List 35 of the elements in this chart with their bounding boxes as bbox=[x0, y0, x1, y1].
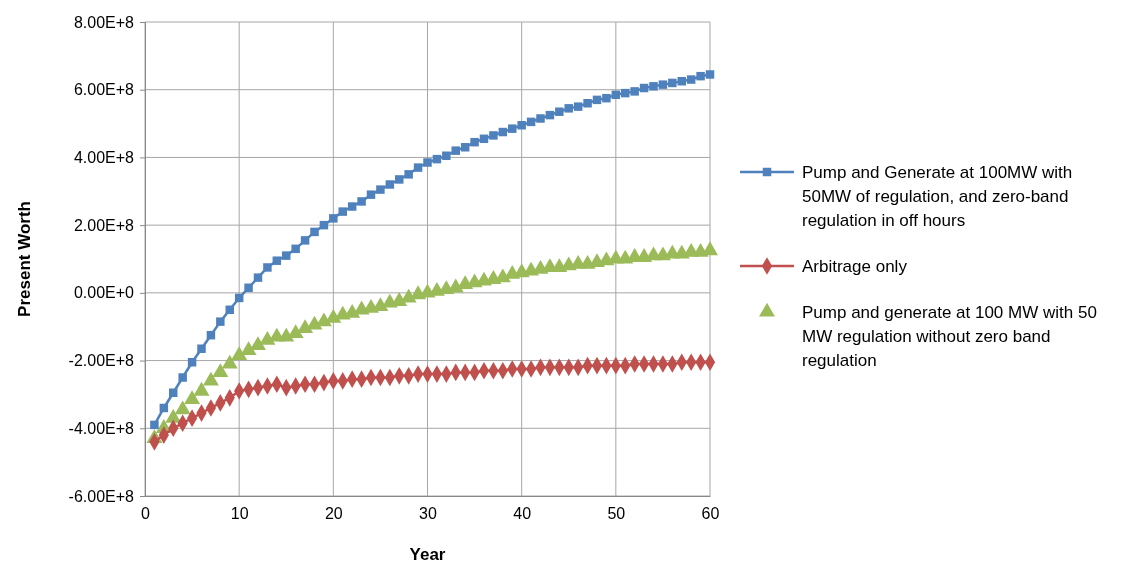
point bbox=[325, 309, 342, 323]
point bbox=[240, 341, 257, 356]
legend-label: Pump and generate at 100 MW with 50 MW regulation without zero band regulation bbox=[802, 303, 1097, 370]
x-tick-label: 10 bbox=[230, 505, 249, 523]
x-tick-label: 50 bbox=[607, 505, 626, 523]
x-tick-label: 60 bbox=[701, 505, 720, 523]
point bbox=[306, 315, 323, 330]
point bbox=[184, 390, 201, 405]
point bbox=[259, 331, 276, 345]
point bbox=[504, 265, 521, 279]
point bbox=[297, 319, 314, 334]
x-tick-label: 40 bbox=[513, 505, 532, 523]
y-tick-label: 0.00E+0 bbox=[73, 284, 135, 302]
legend-label: Pump and Generate at 100MW with 50MW of regulation, and zero-band regulation in off hours bbox=[802, 163, 1073, 230]
y-axis-title: Present Worth bbox=[15, 201, 34, 317]
point bbox=[702, 241, 718, 256]
point bbox=[221, 354, 238, 369]
x-tick-label: 30 bbox=[419, 505, 437, 523]
point bbox=[193, 381, 210, 396]
y-tick-label: 4.00E+8 bbox=[73, 149, 135, 167]
y-tick-label: -6.00E+8 bbox=[68, 487, 135, 505]
y-tick-label: -4.00E+8 bbox=[68, 419, 135, 437]
x-tick-label: 20 bbox=[324, 505, 343, 523]
point bbox=[250, 336, 266, 350]
point bbox=[202, 371, 219, 386]
legend-label: Arbitrage only bbox=[802, 257, 908, 276]
x-tick-label: 0 bbox=[141, 505, 151, 523]
y-tick-label: 8.00E+8 bbox=[73, 13, 135, 31]
point bbox=[231, 346, 248, 361]
point bbox=[212, 363, 229, 378]
point bbox=[174, 400, 191, 415]
y-tick-label: 2.00E+8 bbox=[73, 216, 135, 234]
y-tick-label: -2.00E+8 bbox=[68, 352, 135, 370]
y-tick-label: 6.00E+8 bbox=[73, 81, 135, 99]
x-axis-title: Year bbox=[409, 545, 446, 564]
